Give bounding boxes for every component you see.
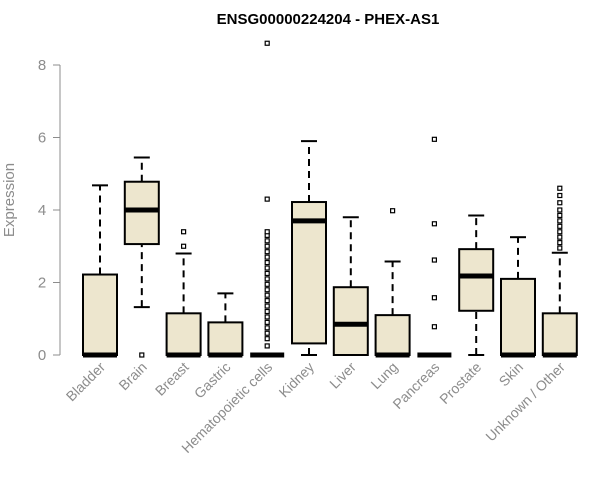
y-axis: 0 2 4 6 8 [38,57,61,364]
box-body [165,312,202,356]
box-1 [123,156,160,358]
box-body [332,286,369,356]
outlier-point [431,257,437,263]
box-7 [374,208,411,358]
box-9 [458,214,495,356]
outlier-point [264,254,270,260]
y-tick-label: 4 [38,202,46,219]
chart-title: ENSG00000224204 - PHEX-AS1 [217,11,440,28]
outlier-point [431,295,437,301]
x-tick-label: Lung [367,359,400,392]
box-body [82,273,118,356]
x-tick-label: Liver [326,359,359,392]
box-6 [332,216,369,356]
box-8 [417,136,452,358]
outlier-point [264,243,270,249]
outlier-point [557,234,563,240]
outlier-point [431,324,437,330]
box-body [374,314,411,356]
outlier-point [264,249,270,255]
outlier-point [557,223,563,229]
box-body [291,201,327,345]
box-5 [291,140,327,356]
outlier-point [557,240,563,246]
y-tick-label: 2 [38,275,46,292]
box-11 [541,185,578,358]
box-2 [165,229,202,358]
box-3 [207,292,244,358]
y-axis-label: Expression [1,163,18,237]
box-4 [250,40,285,358]
outlier-point [557,212,563,219]
outlier-point [264,259,270,266]
y-tick-label: 8 [38,57,46,74]
outlier-point [264,314,270,320]
outlier-point [264,40,270,46]
outlier-point [557,192,563,199]
box-body [458,248,495,312]
outlier-point [557,218,563,224]
outlier-point [264,270,270,277]
outlier-point [264,196,270,202]
box-body [500,277,536,356]
outlier-point [264,287,270,293]
boxes-group [82,40,578,358]
box-body [123,180,160,246]
outlier-point [557,207,563,213]
x-tick-label: Brain [115,359,149,393]
outlier-point [264,292,270,298]
outlier-point [264,265,270,271]
outlier-point [181,243,187,249]
y-tick-label: 0 [38,347,46,364]
box-body [541,312,578,356]
outlier-point [264,336,270,342]
outlier-point [264,276,270,282]
outlier-point [181,229,187,235]
outlier-point [557,229,563,235]
outlier-point [431,136,437,142]
outlier-point [264,281,270,287]
x-tick-label: Kidney [276,359,318,401]
y-tick-label: 6 [38,130,46,147]
box-body [207,321,244,356]
outlier-point [557,185,563,191]
outlier-point [431,221,437,227]
outlier-point [264,303,270,309]
box-0 [82,184,118,358]
outlier-point [264,238,270,244]
outlier-point [264,325,270,331]
outlier-point [390,208,396,214]
outlier-point [264,298,270,304]
box-10 [500,236,536,358]
x-tick-label: Unknown / Other [482,359,568,445]
x-tick-label: Skin [496,359,527,390]
x-tick-label: Breast [152,359,192,399]
outlier-point [264,229,270,235]
outlier-point [264,319,270,325]
x-tick-label: Prostate [436,359,484,407]
outlier-point [264,343,270,349]
outlier-point [557,200,563,206]
outlier-point [264,330,270,336]
x-tick-label: Bladder [63,359,109,405]
outlier-point [264,308,270,315]
outlier-point [139,352,145,358]
outlier-point [557,245,563,251]
